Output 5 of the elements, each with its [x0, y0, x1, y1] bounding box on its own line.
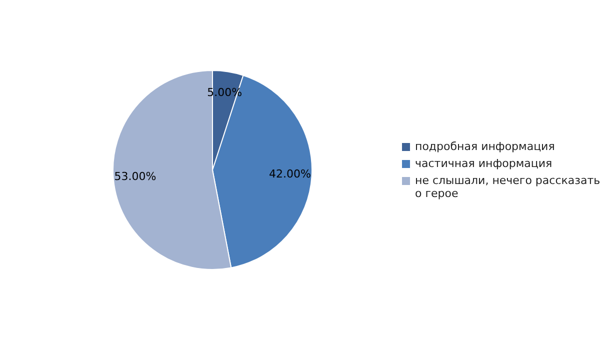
data-label: 53.00%	[114, 170, 156, 184]
legend-label: подробная информация	[415, 140, 555, 153]
legend-label: частичная информация	[415, 157, 552, 170]
legend-label: не слышали, нечего рассказать о герое	[415, 174, 602, 200]
data-label: 42.00%	[268, 168, 311, 181]
